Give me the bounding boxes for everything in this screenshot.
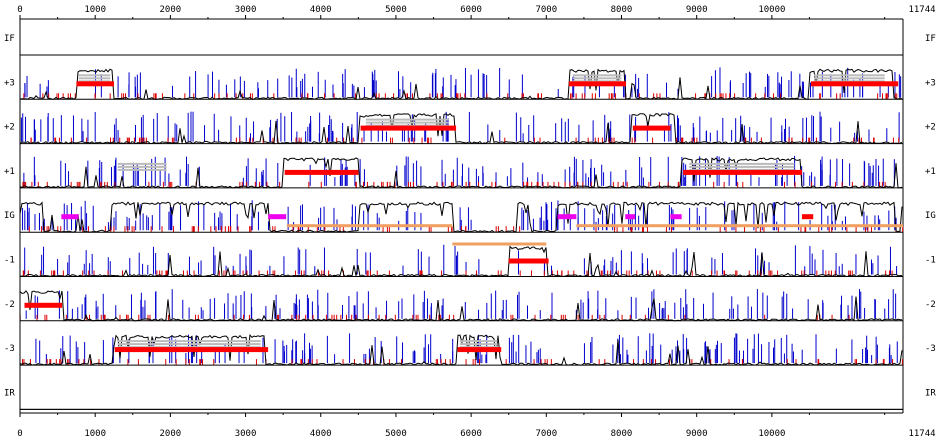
gray-bar xyxy=(365,118,449,121)
track-IR: IR IR xyxy=(4,388,936,410)
magenta-bar xyxy=(61,214,79,220)
track-label-left: IR xyxy=(4,388,15,398)
red-bar xyxy=(508,258,549,264)
track-label-left: +3 xyxy=(4,78,15,88)
gray-bar xyxy=(117,343,261,346)
gray-bar xyxy=(459,340,498,343)
orange-bar xyxy=(452,242,547,246)
red-bar xyxy=(360,125,457,131)
top-tick-label: 9000 xyxy=(686,5,708,15)
magenta-bar xyxy=(670,214,682,220)
bottom-tick-label: 0 xyxy=(17,429,22,439)
red-bar xyxy=(801,214,814,220)
track-IF: IF IF xyxy=(4,34,936,56)
gray-bar xyxy=(78,74,111,77)
track-+2: +2 +2 xyxy=(4,111,936,145)
red-bar xyxy=(76,81,114,87)
magenta-bar xyxy=(268,214,287,220)
top-tick-label: 0 xyxy=(17,5,22,15)
gray-bar xyxy=(117,168,167,171)
track--1: -1 -1 xyxy=(4,242,936,278)
bottom-tick-label: 7000 xyxy=(535,429,557,439)
red-bar xyxy=(457,347,502,353)
track--2: -2 -2 xyxy=(4,289,936,322)
gray-bar xyxy=(117,162,167,165)
track-label-left: +2 xyxy=(4,123,15,133)
top-tick-label: 3000 xyxy=(235,5,257,15)
red-bar xyxy=(284,169,359,175)
track-label-right: +2 xyxy=(925,123,936,133)
gray-bar xyxy=(572,77,622,80)
top-max-label: 11744 xyxy=(908,5,935,15)
gray-bar xyxy=(365,121,449,124)
track-label-left: +1 xyxy=(4,167,15,177)
axis-layer: 0 0 1000 1000 2000 2000 3000 3000 4000 4000 5000 50… xyxy=(17,5,935,439)
track-label-right: IG xyxy=(925,211,936,221)
track-label-right: +3 xyxy=(925,78,936,88)
red-bar xyxy=(568,81,627,87)
track-label-right: +1 xyxy=(925,167,936,177)
track-IG: IG IG xyxy=(4,200,936,234)
signal-line xyxy=(19,290,903,322)
red-bar xyxy=(24,302,63,308)
bottom-tick-label: 10000 xyxy=(758,429,785,439)
gray-bar xyxy=(572,74,622,77)
track-label-left: -1 xyxy=(4,256,15,266)
red-bar xyxy=(683,169,802,175)
bottom-tick-label: 3000 xyxy=(235,429,257,439)
bottom-tick-label: 2000 xyxy=(160,429,182,439)
magenta-bar xyxy=(625,214,636,220)
gray-bar xyxy=(78,77,111,80)
top-tick-label: 2000 xyxy=(160,5,182,15)
gray-bar xyxy=(117,165,167,168)
track-+3: +3 +3 xyxy=(4,67,936,101)
tracks-layer: IF IF +3 +3 +2 +2 +1 +1 IG IG -1 -1 -2 -2 -3 -3 IR IR xyxy=(4,34,936,410)
gray-bar xyxy=(813,74,885,77)
top-tick-label: 7000 xyxy=(535,5,557,15)
signal-line xyxy=(19,245,903,278)
top-tick-label: 6000 xyxy=(460,5,482,15)
top-tick-label: 10000 xyxy=(758,5,785,15)
bottom-tick-label: 4000 xyxy=(310,429,332,439)
top-tick-label: 4000 xyxy=(310,5,332,15)
track-label-right: -1 xyxy=(925,256,936,266)
magenta-bar xyxy=(557,214,577,220)
gray-bar xyxy=(117,340,261,343)
gray-bar xyxy=(813,77,885,80)
orange-bar xyxy=(576,224,903,228)
bottom-tick-label: 9000 xyxy=(686,429,708,439)
bottom-max-label: 11744 xyxy=(908,429,935,439)
bottom-tick-label: 5000 xyxy=(385,429,407,439)
signal-line xyxy=(19,68,903,101)
track-label-left: IG xyxy=(4,211,15,221)
top-tick-label: 8000 xyxy=(611,5,633,15)
top-tick-label: 5000 xyxy=(385,5,407,15)
track-label-right: IR xyxy=(925,388,936,398)
track-+1: +1 +1 xyxy=(4,155,936,189)
orange-bar xyxy=(286,224,453,228)
signal-line xyxy=(19,113,903,145)
bottom-tick-label: 8000 xyxy=(611,429,633,439)
gray-bar xyxy=(689,162,795,165)
gray-bar xyxy=(689,165,795,168)
track-label-right: -2 xyxy=(925,300,936,310)
red-bar xyxy=(114,347,269,353)
red-bar xyxy=(632,125,671,131)
bottom-tick-label: 6000 xyxy=(460,429,482,439)
track-label-left: -3 xyxy=(4,344,15,354)
bottom-tick-label: 1000 xyxy=(84,429,106,439)
track--3: -3 -3 xyxy=(4,333,936,366)
gray-bar xyxy=(459,343,498,346)
red-bar xyxy=(810,81,899,87)
track-label-right: -3 xyxy=(925,344,936,354)
top-tick-label: 1000 xyxy=(84,5,106,15)
track-label-left: -2 xyxy=(4,300,15,310)
track-label-left: IF xyxy=(4,34,15,44)
track-label-right: IF xyxy=(925,34,936,44)
